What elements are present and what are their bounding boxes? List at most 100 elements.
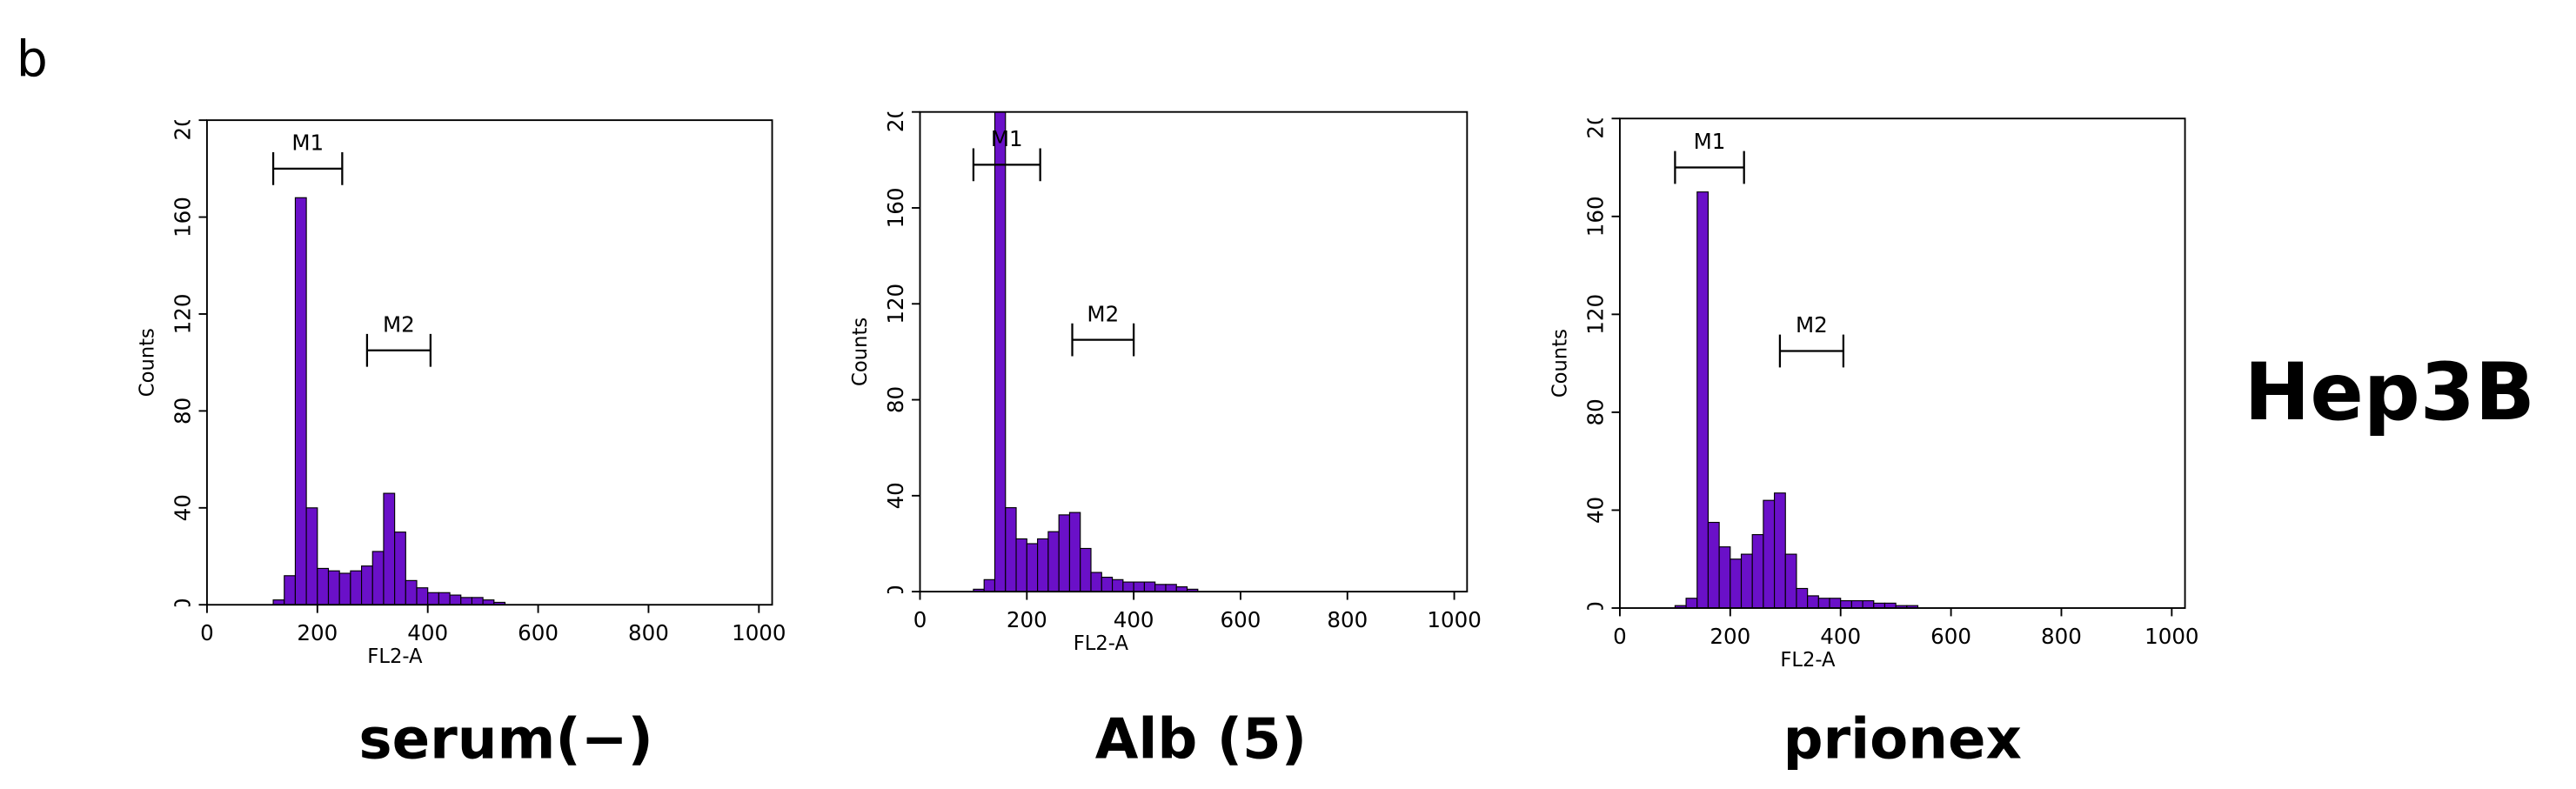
bar <box>1740 553 1753 609</box>
bar <box>1122 581 1134 592</box>
x-tick-label: 1000 <box>1427 607 1481 632</box>
bar <box>1143 581 1156 592</box>
bar <box>317 567 330 605</box>
bar <box>994 111 1007 592</box>
row-label: Hep3B <box>2245 347 2535 438</box>
bar <box>360 565 373 605</box>
x-tick-label: 0 <box>200 620 214 645</box>
y-tick-label: 40 <box>171 494 196 521</box>
y-tick-label: 200 <box>883 91 908 132</box>
marker-label: M1 <box>291 130 324 156</box>
x-tick-label: 400 <box>1820 624 1861 649</box>
bar <box>1774 492 1786 609</box>
bar <box>1133 581 1145 592</box>
x-tick-label: 800 <box>628 620 669 645</box>
y-tick-label: 120 <box>883 284 908 324</box>
marker-bar <box>1778 334 1845 368</box>
bar <box>1829 598 1842 609</box>
x-tick-label: 800 <box>2041 624 2082 649</box>
x-tick-label: 600 <box>1221 607 1261 632</box>
marker-bar <box>271 151 344 185</box>
bar <box>416 587 429 605</box>
marker-bar <box>365 333 432 367</box>
x-tick-label: 200 <box>1710 624 1750 649</box>
y-tick-label: 80 <box>883 386 908 413</box>
y-tick-label: 200 <box>171 100 196 141</box>
y-tick-label: 0 <box>171 598 196 612</box>
x-tick-label: 400 <box>1114 607 1154 632</box>
y-tick-label: 120 <box>171 294 196 335</box>
x-axis-label: FL2-A <box>1074 632 1129 655</box>
y-tick-label: 0 <box>883 585 908 598</box>
x-tick-label: 400 <box>407 620 448 645</box>
x-tick-label: 200 <box>1007 607 1047 632</box>
x-tick-label: 800 <box>1327 607 1368 632</box>
bar <box>1080 547 1092 592</box>
y-tick-label: 160 <box>1583 196 1609 237</box>
bar <box>438 592 451 605</box>
bar <box>1101 576 1114 592</box>
x-tick-label: 1000 <box>2144 624 2198 649</box>
bar <box>305 507 318 605</box>
bar <box>394 532 406 605</box>
bar <box>1850 599 1863 609</box>
histogram-chart: 0 40 80 120 160 200 0 200 400 600 800 1000 FL2-A Coun… <box>1549 98 2199 772</box>
bar <box>1037 538 1049 592</box>
bar <box>1005 507 1017 592</box>
bar <box>1807 595 1819 609</box>
marker-label: M1 <box>991 126 1023 151</box>
y-tick-label: 200 <box>1583 98 1609 139</box>
y-tick-label: 0 <box>1583 601 1609 615</box>
bar <box>327 570 340 605</box>
y-tick-label: 160 <box>171 197 196 237</box>
marker-label: M2 <box>383 311 415 337</box>
bar <box>1090 572 1102 592</box>
bar <box>371 551 385 605</box>
x-tick-label: 0 <box>1613 624 1627 649</box>
y-tick-label: 120 <box>1583 294 1609 335</box>
marker-bar <box>972 148 1041 182</box>
bar <box>1112 578 1124 592</box>
caption: serum(−) <box>358 706 652 772</box>
bar <box>1707 521 1720 609</box>
plot-area: 0 40 80 120 160 200 <box>171 100 506 612</box>
bar <box>1784 553 1797 609</box>
marker-label: M2 <box>1087 301 1119 326</box>
bar <box>1796 587 1809 609</box>
y-tick-label: 40 <box>1583 497 1609 524</box>
caption: Alb (5) <box>1095 706 1307 772</box>
bar <box>284 575 297 605</box>
bar <box>1730 558 1743 609</box>
bar <box>294 197 307 605</box>
y-tick-label: 40 <box>883 482 908 509</box>
y-axis-label: Counts <box>849 318 872 386</box>
bar <box>427 592 439 605</box>
caption: prionex <box>1783 706 2022 772</box>
axes-frame <box>919 110 1469 593</box>
bar <box>471 597 484 605</box>
bar <box>1068 512 1081 592</box>
bar <box>1817 598 1830 609</box>
x-axis-label: FL2-A <box>1780 649 1836 672</box>
plot-area: 0 40 80 120 160 200 <box>883 91 1199 598</box>
bar <box>1763 499 1776 609</box>
marker-label: M1 <box>1694 129 1726 154</box>
y-axis-label: Counts <box>136 328 158 397</box>
x-tick-label: 1000 <box>732 620 786 645</box>
bar <box>1696 191 1710 609</box>
bar <box>405 579 418 605</box>
bar <box>1154 584 1167 592</box>
bar <box>1718 546 1731 609</box>
histogram-chart: 0 40 80 120 160 200 0 200 400 600 800 1000 FL2-A Coun… <box>136 100 786 772</box>
marker-label: M2 <box>1796 312 1828 338</box>
bar <box>383 492 396 605</box>
bar <box>449 594 462 605</box>
y-axis-label: Counts <box>1549 329 1571 398</box>
marker-bar <box>1674 150 1745 184</box>
bar <box>1165 584 1177 592</box>
bar <box>350 570 363 605</box>
y-tick-label: 80 <box>171 398 196 425</box>
bar <box>1015 538 1027 592</box>
